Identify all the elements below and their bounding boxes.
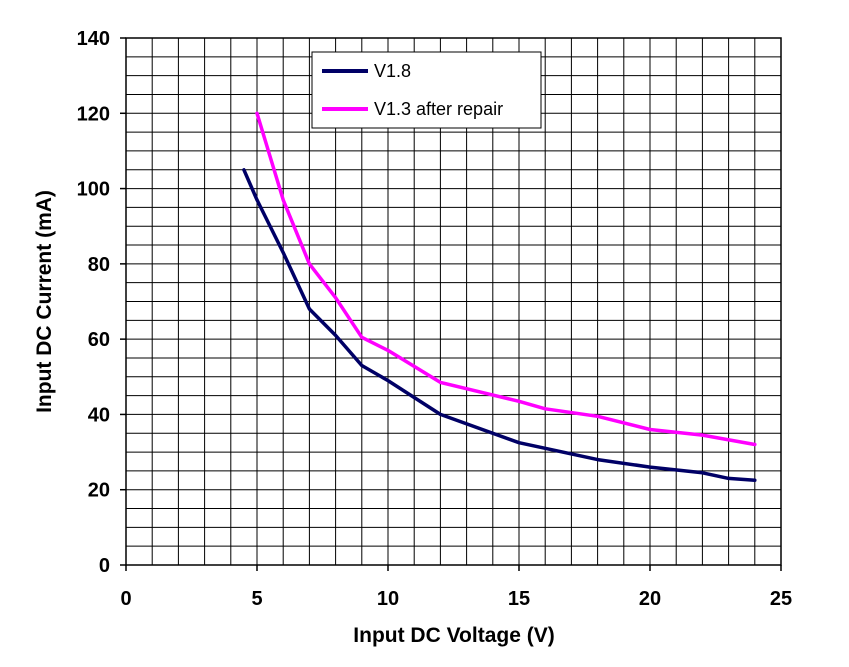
y-tick-label: 120	[77, 103, 110, 125]
y-tick-label: 100	[77, 179, 110, 201]
y-tick-label: 40	[88, 404, 110, 426]
x-tick-label: 0	[120, 588, 131, 610]
y-tick-label: 60	[88, 329, 110, 351]
y-tick-label: 0	[99, 555, 110, 577]
y-tick-label: 20	[88, 480, 110, 502]
series-line-v1-8	[242, 168, 757, 483]
axis-ticks: 0 5 10 15 20 25 0 20 40 60 80 100 120 140	[77, 28, 793, 610]
x-tick-label: 20	[639, 588, 661, 610]
legend-label-v1-8: V1.8	[374, 61, 411, 81]
legend-label-v1-3-after-repair: V1.3 after repair	[374, 99, 503, 119]
x-tick-label: 25	[770, 588, 792, 610]
plot-area	[125, 37, 782, 566]
x-tick-label: 5	[251, 588, 262, 610]
legend-box	[311, 51, 542, 129]
x-tick-label: 10	[377, 588, 399, 610]
x-axis-title: Input DC Voltage (V)	[353, 624, 554, 647]
y-tick-label: 140	[77, 28, 110, 50]
series-lines	[242, 111, 757, 483]
series-line-v1-3-after-repair	[255, 111, 757, 447]
y-axis-title: Input DC Current (mA)	[33, 190, 56, 413]
x-tick-label: 15	[508, 588, 530, 610]
y-tick-label: 80	[88, 254, 110, 276]
legend: V1.8 V1.3 after repair	[311, 51, 542, 129]
